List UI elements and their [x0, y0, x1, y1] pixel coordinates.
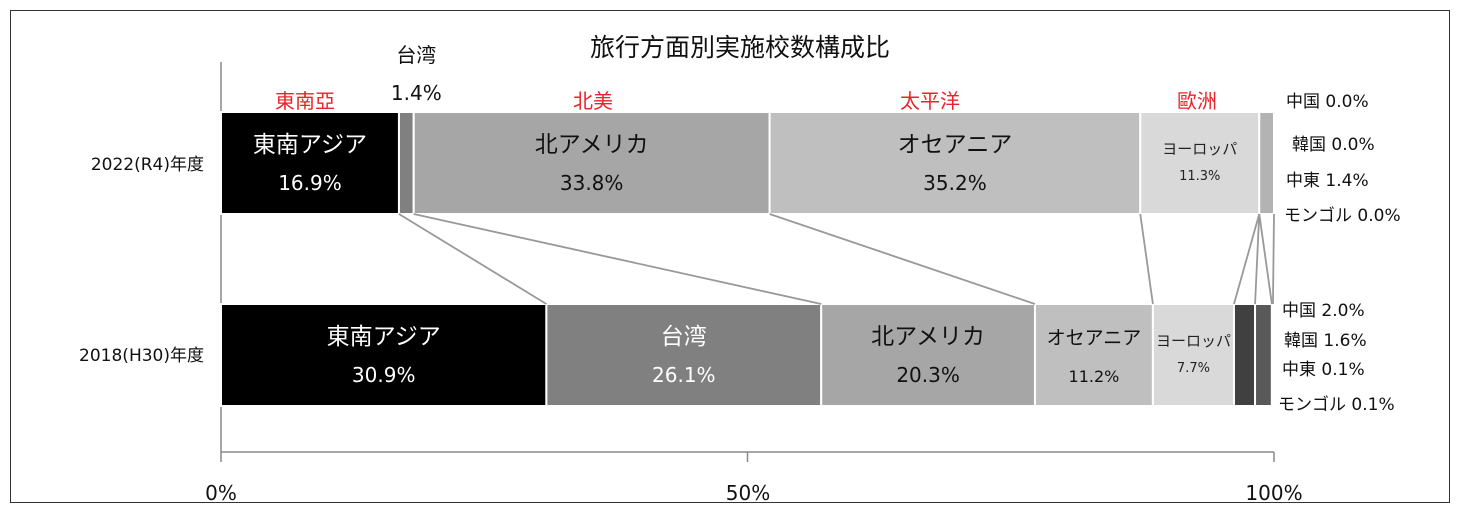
segment-name-0-2: 北アメリカ — [535, 132, 649, 158]
segment-value-0-0: 16.9% — [278, 171, 342, 195]
segment-value-0-3: 35.2% — [923, 171, 987, 195]
segment-value-1-1: 26.1% — [652, 363, 716, 387]
bar-2018-4 — [1151, 303, 1235, 407]
x-tick-label-50: 50% — [726, 481, 770, 505]
bar-2022-4 — [1139, 111, 1261, 215]
bar-2022-3 — [768, 111, 1142, 215]
connector-line-4 — [1233, 213, 1261, 305]
bar-2018-6 — [1254, 303, 1273, 407]
segment-value-1-4: 7.7% — [1177, 361, 1210, 376]
side-label-1-6: 韓国 1.6% — [1284, 331, 1367, 351]
segment-name-1-0: 東南アジア — [327, 324, 441, 350]
segment-name-1-4: ヨーロッパ — [1156, 332, 1231, 350]
region-label-3: 歐洲 — [1177, 89, 1217, 113]
segment-value-1-3: 11.2% — [1069, 367, 1120, 386]
taiwan-2022-value: 1.4% — [391, 81, 442, 105]
connector-line-1 — [413, 213, 822, 305]
bar-2022-0 — [220, 111, 400, 215]
bar-2022-1 — [397, 111, 415, 215]
category-label-2022: 2022(R4)年度 — [91, 155, 204, 175]
bar-2022-2 — [412, 111, 771, 215]
x-tick-label-100: 100% — [1245, 481, 1302, 505]
segment-name-0-4: ヨーロッパ — [1162, 140, 1237, 158]
bar-2018-3 — [1033, 303, 1154, 407]
bar-2018-1 — [545, 303, 823, 407]
category-label-2018: 2018(H30)年度 — [79, 346, 204, 366]
side-label-0-6: 韓国 0.0% — [1292, 135, 1375, 155]
x-tick-label-0: 0% — [205, 481, 237, 505]
chart-title: 旅行方面別実施校数構成比 — [590, 33, 890, 62]
segment-name-0-0: 東南アジア — [253, 132, 367, 158]
side-label-1-7: 中東 0.1% — [1282, 360, 1365, 380]
segment-name-1-2: 北アメリカ — [871, 324, 985, 350]
bar-2018-0 — [220, 303, 548, 407]
connector-line-2 — [769, 213, 1036, 305]
taiwan-2022-name: 台湾 — [396, 43, 436, 67]
connector-line-7 — [1272, 213, 1275, 305]
side-label-1-8: モンゴル 0.1% — [1278, 394, 1395, 415]
side-label-1-5: 中国 2.0% — [1282, 301, 1365, 321]
side-label-0-5: 中国 0.0% — [1286, 92, 1369, 112]
chart-frame — [10, 10, 1450, 503]
segment-name-1-1: 台湾 — [661, 324, 707, 350]
segment-name-0-3: オセアニア — [898, 132, 1013, 158]
segment-value-1-0: 30.9% — [352, 363, 416, 387]
segment-value-0-2: 33.8% — [560, 171, 624, 195]
connector-line-0 — [398, 213, 547, 305]
side-label-0-8: モンゴル 0.0% — [1284, 205, 1401, 226]
region-label-2: 太平洋 — [900, 89, 960, 113]
bar-2018-8 — [1271, 303, 1276, 407]
segment-value-1-2: 20.3% — [896, 363, 960, 387]
connector-line-5 — [1254, 213, 1261, 305]
bar-2018-2 — [820, 303, 1036, 407]
segment-value-0-4: 11.3% — [1179, 169, 1220, 184]
bar-2022-7 — [1258, 111, 1276, 215]
region-label-1: 北美 — [573, 89, 613, 113]
side-label-0-7: 中東 1.4% — [1286, 171, 1369, 191]
connector-line-3 — [1139, 213, 1154, 305]
region-label-0: 東南亞 — [275, 89, 335, 113]
segment-name-1-3: オセアニア — [1047, 327, 1142, 349]
connector-line-6 — [1258, 213, 1273, 305]
bar-2018-5 — [1232, 303, 1257, 407]
